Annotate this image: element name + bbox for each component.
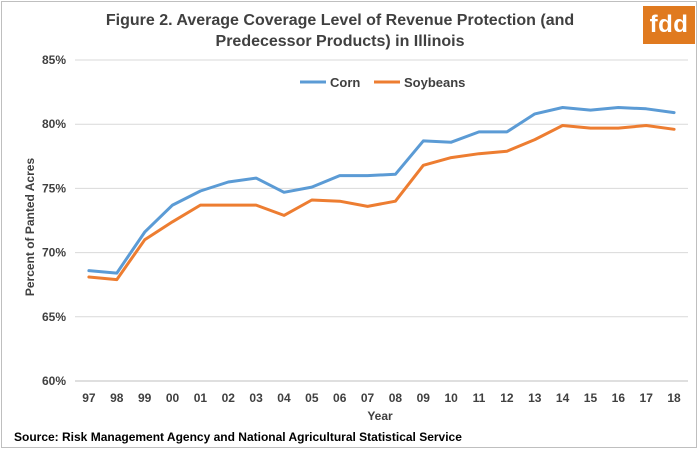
- y-tick-label: 60%: [42, 374, 66, 388]
- gridlines: [75, 59, 688, 382]
- y-tick-label: 85%: [42, 53, 66, 67]
- y-tick-label: 80%: [42, 117, 66, 131]
- x-tick-label: 12: [500, 391, 514, 405]
- y-axis-label: Percent of Panted Acres: [23, 158, 37, 297]
- series-line-soybeans: [87, 124, 676, 282]
- x-tick-label: 18: [667, 391, 681, 405]
- x-tick-label: 10: [444, 391, 458, 405]
- y-tick-label: 75%: [42, 181, 66, 195]
- x-tick-label: 00: [166, 391, 180, 405]
- x-tick-labels: 97 98 99 00 01 02 03 04 05 06 07 08 09 10 11 12 13 14 15 16…: [82, 391, 681, 405]
- x-tick-label: 08: [389, 391, 403, 405]
- legend: Corn Soybeans: [300, 75, 465, 90]
- legend-label-corn: Corn: [330, 75, 360, 90]
- x-tick-label: 17: [640, 391, 654, 405]
- x-tick-label: 06: [333, 391, 347, 405]
- x-tick-label: 99: [138, 391, 152, 405]
- y-tick-label: 70%: [42, 246, 66, 260]
- x-axis-label: Year: [367, 409, 393, 423]
- x-tick-label: 98: [110, 391, 124, 405]
- x-tick-label: 11: [473, 391, 486, 405]
- x-tick-label: 16: [612, 391, 626, 405]
- series-line-corn: [87, 106, 676, 275]
- x-tick-label: 09: [417, 391, 431, 405]
- fdd-logo: fdd: [643, 6, 695, 44]
- x-tick-label: 04: [277, 391, 291, 405]
- x-tick-label: 13: [528, 391, 542, 405]
- chart-title: Figure 2. Average Coverage Level of Reve…: [105, 12, 575, 50]
- x-tick-label: 02: [222, 391, 236, 405]
- x-tick-label: 97: [82, 391, 96, 405]
- x-tick-label: 07: [361, 391, 375, 405]
- x-tick-label: 15: [584, 391, 598, 405]
- source-note: Source: Risk Management Agency and Natio…: [14, 430, 462, 444]
- series-lines: [87, 106, 676, 282]
- x-tick-label: 14: [556, 391, 570, 405]
- x-tick-label: 05: [305, 391, 319, 405]
- y-tick-labels: 60% 65% 70% 75% 80% 85%: [42, 53, 66, 388]
- x-tick-label: 01: [194, 391, 208, 405]
- x-tick-label: 03: [249, 391, 263, 405]
- y-tick-label: 65%: [42, 310, 66, 324]
- legend-label-soybeans: Soybeans: [404, 75, 465, 90]
